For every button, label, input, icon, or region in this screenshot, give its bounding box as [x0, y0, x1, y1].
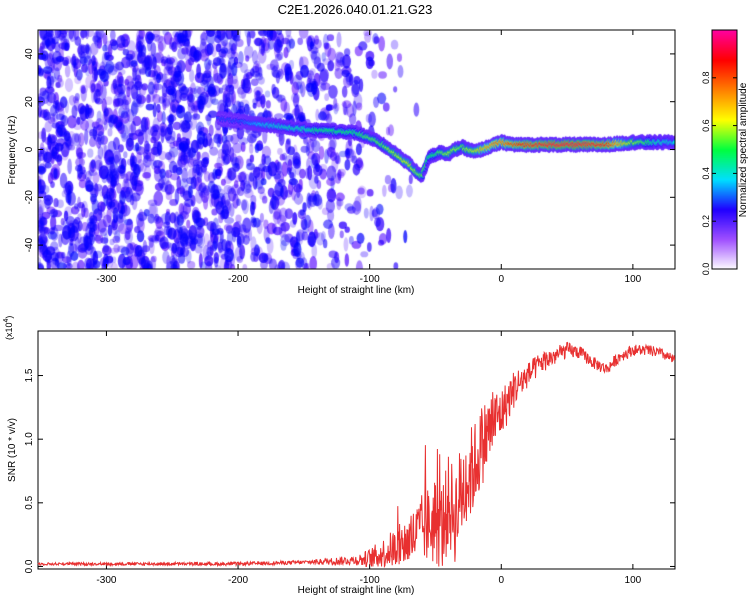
spectrogram-x-tick-label: -300	[96, 274, 116, 285]
snr-y-tick-label: 1.5	[24, 368, 35, 382]
colorbar-tick-label: 0.8	[701, 72, 711, 85]
snr-x-tick-label: -300	[96, 575, 116, 586]
snr-y-tick-label: 0.0	[24, 559, 35, 573]
snr-series-line	[37, 341, 676, 569]
spectrogram-x-label: Height of straight line (km)	[298, 285, 415, 296]
spectrogram-x-tick-label: 100	[625, 274, 642, 285]
snr-y-scale-suffix: )	[4, 316, 14, 319]
snr-x-label: Height of straight line (km)	[298, 585, 415, 596]
spectrogram-x-tick-label: -200	[228, 274, 248, 285]
snr-y-scale: (x104)	[3, 316, 14, 340]
spectrogram-y-tick-label: -40	[24, 237, 35, 252]
snr-x-tick-label: 0	[498, 575, 504, 586]
spectrogram-heatmap	[38, 30, 675, 269]
colorbar-tick-label: 0.4	[701, 167, 711, 180]
spectrogram-x-tick-label: -100	[360, 274, 380, 285]
snr-axes: -300 -200 -100 0 100 0.0 0.5 1.0 1.5	[24, 330, 676, 586]
spectrogram-x-tick-label: 0	[498, 274, 504, 285]
spectrogram-y-tick-label: 20	[24, 96, 35, 108]
spectrogram-y-tick-label: 40	[24, 48, 35, 60]
colorbar-label: Normalized spectral amplitude	[738, 82, 749, 217]
snr-y-tick-label: 1.0	[24, 432, 35, 446]
figure-title: C2E1.2026.040.01.21.G23	[278, 2, 433, 17]
svg-text:(x104): (x104)	[3, 316, 14, 340]
colorbar-tick-label: 0.0	[701, 263, 711, 276]
snr-frame	[37, 330, 676, 570]
colorbar-frame	[711, 29, 738, 270]
colorbar-tick-label: 0.6	[701, 119, 711, 132]
colorbar-axes: 0.0 0.2 0.4 0.6 0.8	[701, 29, 738, 276]
snr-y-scale-exponent: 4	[3, 318, 10, 322]
snr-y-scale-prefix: (x10	[4, 322, 14, 340]
snr-x-tick-label: 100	[625, 575, 642, 586]
colorbar-gradient	[712, 30, 737, 269]
snr-y-label: SNR (10 * v/v)	[7, 418, 18, 482]
spectrogram-y-tick-label: 0	[24, 146, 35, 152]
snr-x-tick-label: -100	[360, 575, 380, 586]
snr-x-tick-label: -200	[228, 575, 248, 586]
snr-y-tick-label: 0.5	[24, 495, 35, 509]
colorbar-tick-label: 0.2	[701, 215, 711, 228]
spectrogram-frame	[37, 29, 676, 270]
spectrogram-y-label: Frequency (Hz)	[7, 116, 18, 185]
spectrogram-y-tick-label: -20	[24, 190, 35, 205]
